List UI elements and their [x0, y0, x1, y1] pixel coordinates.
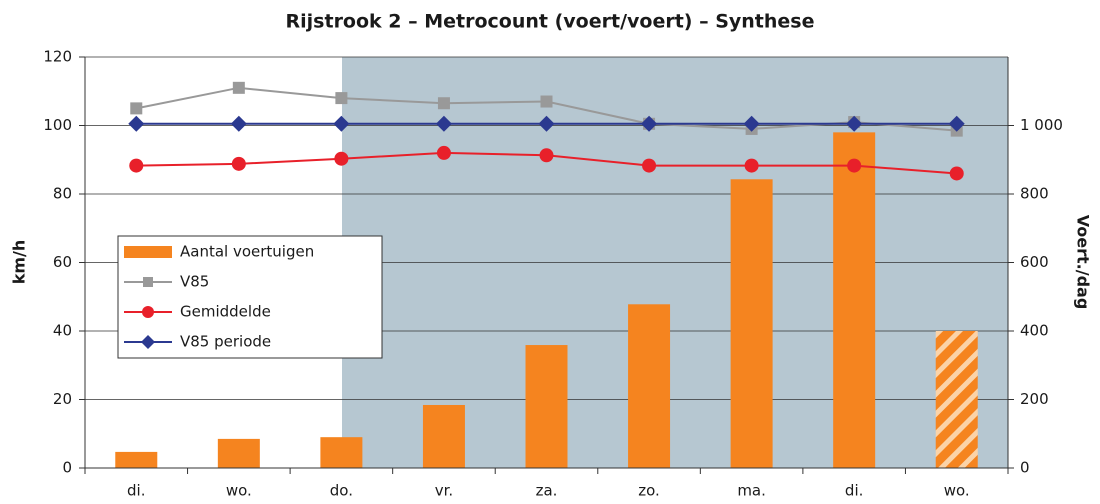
marker [231, 156, 246, 171]
bar [115, 451, 158, 468]
marker [334, 151, 349, 166]
bar [525, 345, 568, 468]
y2-axis-label: Voert./dag [1074, 215, 1093, 310]
chart-title: Rijstrook 2 – Metrocount (voert/voert) –… [286, 11, 815, 33]
y-tick-label: 60 [53, 253, 72, 271]
bar [217, 438, 260, 468]
marker [949, 166, 964, 181]
x-tick-label: ma. [737, 482, 766, 500]
legend-label: V85 periode [180, 333, 271, 351]
y2-tick-label: 400 [1020, 322, 1049, 340]
marker [948, 115, 965, 132]
bars [115, 132, 978, 468]
marker [743, 115, 760, 132]
marker [232, 81, 245, 94]
marker [642, 158, 657, 173]
bar [833, 132, 876, 468]
marker [539, 148, 554, 163]
x-tick-label: vr. [435, 482, 453, 500]
marker [540, 95, 553, 108]
marker [142, 306, 154, 318]
y-tick-label: 40 [53, 322, 72, 340]
y-tick-label: 120 [43, 48, 72, 66]
y2-tick-label: 200 [1020, 390, 1049, 408]
marker [435, 115, 452, 132]
marker [129, 158, 144, 173]
x-tick-label: za. [536, 482, 558, 500]
x-tick-label: di. [127, 482, 145, 500]
marker [538, 115, 555, 132]
x-tick-label: zo. [638, 482, 660, 500]
marker [141, 335, 155, 349]
bar [422, 404, 465, 468]
x-tick-label: wo. [944, 482, 970, 500]
legend: Aantal voertuigen V85 Gemiddelde V85 period… [117, 235, 383, 359]
y-tick-label: 20 [53, 390, 72, 408]
marker [128, 115, 145, 132]
legend-label: Gemiddelde [180, 303, 271, 321]
y2-tick-label: 800 [1020, 185, 1049, 203]
bar [730, 179, 773, 468]
axes: 0 20 40 60 80 100 120 0 200 400 600 800 1 000 di. wo. d… [43, 48, 1063, 500]
y-tick-label: 80 [53, 185, 72, 203]
bar [320, 437, 363, 468]
x-tick-label: di. [845, 482, 863, 500]
marker [230, 115, 247, 132]
legend-label: Aantal voertuigen [180, 243, 314, 261]
marker [143, 277, 153, 287]
legend-swatch [124, 246, 172, 258]
y2-tick-label: 600 [1020, 253, 1049, 271]
marker [846, 115, 863, 132]
legend-label: V85 [180, 273, 209, 291]
marker [436, 145, 451, 160]
y-tick-label: 100 [43, 116, 72, 134]
marker [744, 158, 759, 173]
y2-tick-label: 1 000 [1020, 116, 1063, 134]
marker [333, 115, 350, 132]
lines [128, 81, 965, 181]
y-tick-label: 0 [62, 459, 72, 477]
marker [335, 92, 348, 105]
x-tick-label: do. [330, 482, 353, 500]
x-tick-label: wo. [226, 482, 252, 500]
bar [935, 331, 978, 468]
marker [847, 158, 862, 173]
y2-tick-label: 0 [1020, 459, 1030, 477]
marker [130, 102, 143, 115]
y-axis-label: km/h [10, 240, 29, 285]
marker [641, 115, 658, 132]
bar [628, 304, 671, 468]
marker [437, 97, 450, 110]
